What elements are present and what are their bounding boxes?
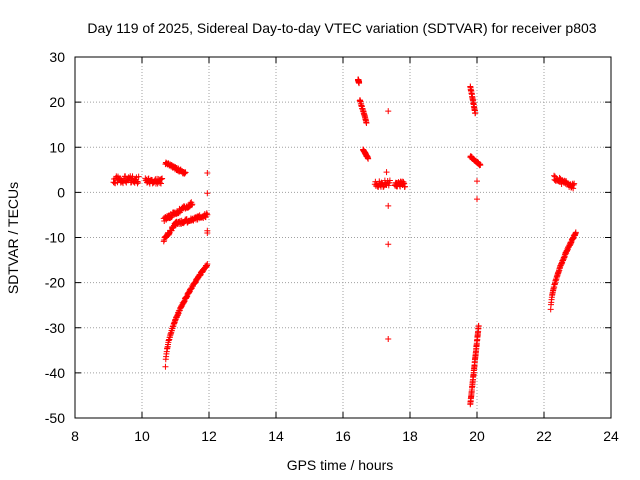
y-tick-label: 20 <box>49 94 65 110</box>
data-point <box>474 196 480 203</box>
data-point <box>356 80 363 87</box>
y-tick-labels: 30 20 10 0 -10 -20 -30 -40 -50 <box>45 49 65 426</box>
data-point <box>401 183 408 190</box>
y-tick-label: 30 <box>49 49 65 65</box>
x-tick-label: 14 <box>268 428 284 444</box>
data-point <box>477 161 484 168</box>
data-point <box>386 177 393 184</box>
data-point <box>204 261 211 268</box>
x-tick-label: 8 <box>71 428 79 444</box>
y-tick-label: 10 <box>49 139 65 155</box>
data-point <box>129 173 136 180</box>
x-tick-label: 22 <box>536 428 552 444</box>
data-point <box>572 229 579 236</box>
x-tick-label: 18 <box>402 428 418 444</box>
x-axis-label: GPS time / hours <box>287 457 394 473</box>
y-tick-label: -20 <box>45 275 65 291</box>
y-tick-label: -50 <box>45 410 65 426</box>
data-point <box>383 169 390 176</box>
x-tick-label: 16 <box>335 428 351 444</box>
y-axis-label: SDTVAR / TECUs <box>5 182 21 294</box>
data-point <box>189 201 196 208</box>
data-point <box>570 185 577 192</box>
data-point <box>385 182 392 189</box>
data-point <box>474 178 480 185</box>
y-tick-label: -10 <box>45 230 65 246</box>
data-point <box>157 180 164 187</box>
y-tick-label: -40 <box>45 365 65 381</box>
data-point <box>134 180 141 187</box>
data-point <box>365 155 372 162</box>
data-point <box>385 241 392 248</box>
data-point <box>385 202 392 209</box>
data-point <box>475 322 482 329</box>
data-point <box>570 181 577 188</box>
data-point <box>204 211 211 218</box>
y-tick-label: 0 <box>57 184 65 200</box>
data-point <box>204 190 211 197</box>
data-point <box>156 179 163 186</box>
x-tick-label: 24 <box>603 428 619 444</box>
x-tick-label: 20 <box>469 428 485 444</box>
chart-title: Day 119 of 2025, Sidereal Day-to-day VTE… <box>87 20 596 36</box>
data-point <box>204 229 211 236</box>
data-point <box>162 363 169 370</box>
data-point <box>204 169 211 176</box>
data-point <box>385 336 392 343</box>
data-point <box>182 169 189 176</box>
x-tick-labels: 8 10 12 14 16 18 20 22 24 <box>71 428 619 444</box>
data-point <box>159 175 166 182</box>
data-point <box>135 178 142 185</box>
data-point <box>126 176 133 183</box>
x-tick-label: 10 <box>134 428 150 444</box>
x-tick-label: 12 <box>201 428 217 444</box>
axis-ticks <box>74 56 612 419</box>
y-tick-label: -30 <box>45 320 65 336</box>
data-point <box>363 119 370 126</box>
data-point <box>385 108 392 115</box>
grid-lines <box>75 57 611 418</box>
data-point <box>472 109 479 116</box>
data-point <box>551 172 558 179</box>
data-points <box>110 76 579 408</box>
data-point <box>135 173 142 180</box>
data-point <box>571 180 578 187</box>
